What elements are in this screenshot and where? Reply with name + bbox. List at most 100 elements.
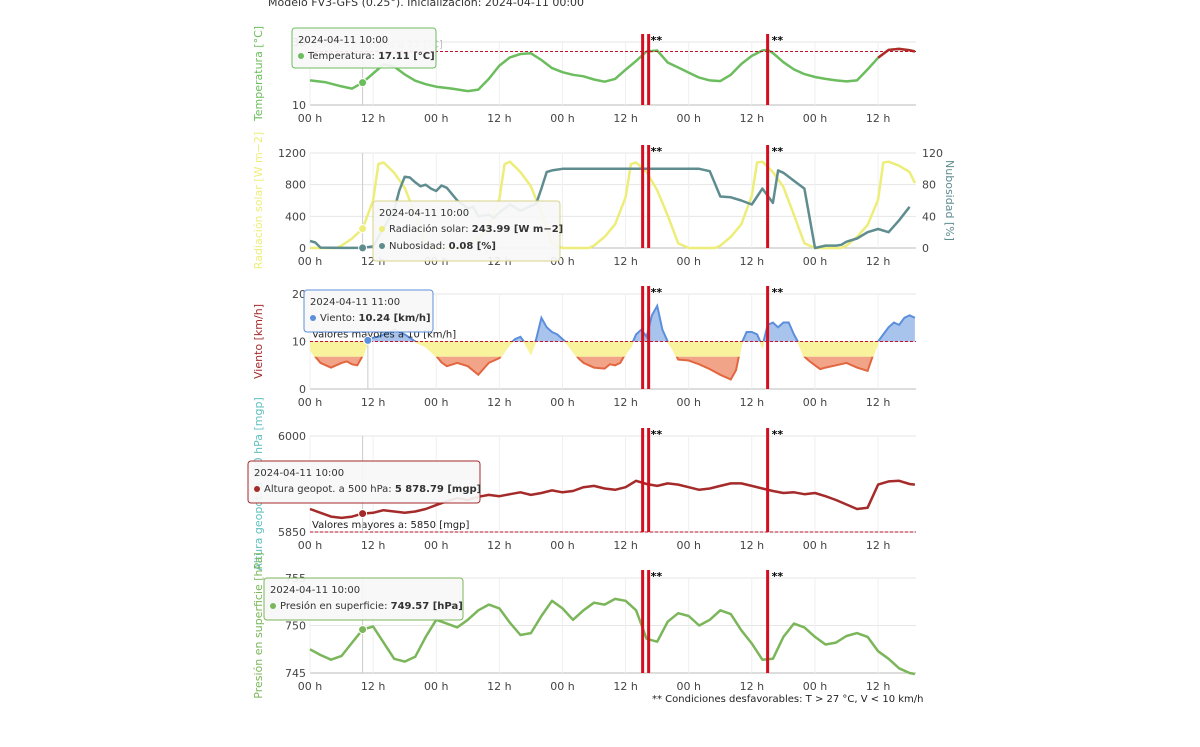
tooltip-title: 2024-04-11 10:00 — [254, 468, 344, 479]
x-tick-label: 00 h — [676, 539, 700, 552]
x-tick-label: 00 h — [676, 680, 700, 693]
x-tick-label: 12 h — [740, 112, 764, 125]
y-tick-label: 400 — [285, 210, 306, 223]
x-tick-label: 00 h — [803, 539, 827, 552]
x-tick-label: 00 h — [298, 396, 322, 409]
y-tick-label-right: 40 — [922, 210, 936, 223]
threshold-label: Valores mayores a: 5850 [mgp] — [312, 520, 470, 531]
hover-point — [363, 335, 373, 345]
tooltip-row-label: Altura geopot. a 500 hPa: — [264, 484, 395, 495]
hover-point — [358, 243, 368, 253]
chart-panel-5: 74575075500 h12 h00 h12 h00 h12 h00 h12 … — [252, 552, 916, 699]
x-tick-label: 12 h — [613, 112, 637, 125]
marker-label: ** — [772, 145, 784, 158]
x-tick-label: 12 h — [361, 680, 385, 693]
hover-point — [358, 78, 368, 88]
tooltip-title: 2024-04-11 11:00 — [310, 297, 400, 308]
chart-panel-1: 103000 h12 h00 h12 h00 h12 h00 h12 h00 h… — [252, 26, 916, 125]
marker-label: ** — [772, 286, 784, 299]
tooltip: 2024-04-11 10:00 Presión en superficie: 7… — [263, 577, 464, 621]
tooltip-row-label: Viento: — [320, 313, 358, 324]
tooltip-row-label: Presión en superficie: — [280, 600, 391, 612]
x-tick-label: 00 h — [424, 680, 448, 693]
tooltip-legend-dot — [310, 315, 316, 321]
x-tick-label: 00 h — [803, 112, 827, 125]
marker-label: ** — [772, 34, 784, 47]
tooltip-title: 2024-04-11 10:00 — [379, 208, 469, 219]
x-tick-label: 12 h — [487, 396, 511, 409]
tooltip-box — [247, 460, 481, 504]
x-tick-label: 12 h — [613, 680, 637, 693]
x-tick-label: 12 h — [866, 539, 890, 552]
x-tick-label: 00 h — [803, 680, 827, 693]
marker-label: ** — [651, 145, 663, 158]
y-tick-label: 20 — [292, 288, 306, 301]
x-tick-label: 12 h — [740, 539, 764, 552]
x-tick-label: 00 h — [424, 539, 448, 552]
x-tick-label: 00 h — [550, 539, 574, 552]
tooltip-legend-dot — [379, 226, 385, 232]
marker-label: ** — [651, 34, 663, 47]
threshold-label: Valores mayores a 10 [km/h] — [312, 330, 456, 341]
y-tick-label: 5850 — [278, 526, 306, 539]
y-tick-label: 800 — [285, 179, 306, 192]
y-tick-label: 0 — [299, 242, 306, 255]
chart-panel-4: 5850 6000 00 h 12 h 00 h 12 h 00 h 12 h 00 h 12 h… — [247, 397, 916, 571]
x-tick-label: 12 h — [361, 112, 385, 125]
wind-area-mid — [310, 341, 915, 357]
series-line-hot — [877, 47, 916, 59]
marker-label: ** — [772, 428, 784, 441]
x-tick-label: 00 h — [550, 396, 574, 409]
x-tick-label: 00 h — [298, 539, 322, 552]
x-tick-label: 12 h — [361, 539, 385, 552]
tooltip-legend-dot — [270, 603, 276, 609]
hover-point — [358, 224, 368, 234]
tooltip: 2024-04-11 10:00 Radiación solar: 243.99 … — [372, 200, 563, 262]
y-axis-label: Viento [km/h] — [252, 304, 265, 379]
x-tick-label: 12 h — [487, 112, 511, 125]
chart-panel-3: 0 10 20 00 h 12 h 00 h 12 h 00 h 12 h 00 h 12 h 00 … — [252, 286, 916, 409]
tooltip-row-value: 10.24 [km/h] — [358, 313, 430, 324]
x-tick-label: 12 h — [740, 255, 764, 268]
tooltip-row-value: 17.11 [°C] — [378, 51, 435, 62]
x-tick-label: 00 h — [803, 255, 827, 268]
tooltip-row: Presión en superficie: 749.57 [hPa] — [280, 600, 463, 612]
tooltip-row-value: 749.57 [hPa] — [391, 601, 463, 612]
wind-line-mid — [310, 341, 880, 357]
x-tick-label: 00 h — [424, 112, 448, 125]
y-axis-label: Presión en superficie [hPa] — [252, 552, 265, 698]
hover-point — [358, 625, 368, 635]
tooltip-row: Temperatura: 17.11 [°C] — [307, 51, 435, 62]
x-tick-label: 00 h — [550, 112, 574, 125]
x-tick-label: 12 h — [613, 539, 637, 552]
tooltip: 2024-04-11 10:00 Altura geopot. a 500 hPa… — [247, 460, 481, 504]
tooltip-row-label: Nubosidad: — [389, 241, 449, 252]
x-tick-label: 00 h — [676, 255, 700, 268]
x-tick-label: 12 h — [866, 255, 890, 268]
x-tick-label: 00 h — [424, 396, 448, 409]
tooltip-legend-dot — [298, 53, 304, 59]
x-tick-label: 12 h — [487, 539, 511, 552]
hover-point — [358, 509, 368, 519]
tooltip-legend-dot — [379, 243, 385, 249]
y-tick-label: 6000 — [278, 430, 306, 443]
marker-label: ** — [651, 428, 663, 441]
tooltip: 2024-04-11 11:00 Viento: 10.24 [km/h] — [303, 289, 434, 333]
series-line-2 — [309, 167, 911, 250]
series-line-1 — [309, 479, 916, 520]
y-tick-label-right: 0 — [922, 242, 929, 255]
tooltip-box — [291, 27, 437, 69]
tooltip-row: Viento: 10.24 [km/h] — [320, 313, 431, 324]
x-tick-label: 12 h — [613, 255, 637, 268]
x-tick-label: 12 h — [613, 396, 637, 409]
y-tick-label-right: 120 — [922, 147, 943, 160]
tooltip-box — [263, 577, 464, 621]
series-line-1 — [309, 47, 916, 93]
tooltip-row-label: Temperatura: — [307, 51, 378, 62]
tooltip-row-value: 243.99 [W m−2] — [472, 224, 563, 235]
y-tick-label: 10 — [292, 336, 306, 349]
x-tick-label: 00 h — [298, 112, 322, 125]
footnote: ** Condiciones desfavorables: T > 27 °C,… — [652, 694, 924, 705]
x-tick-label: 12 h — [487, 680, 511, 693]
x-tick-label: 12 h — [361, 396, 385, 409]
